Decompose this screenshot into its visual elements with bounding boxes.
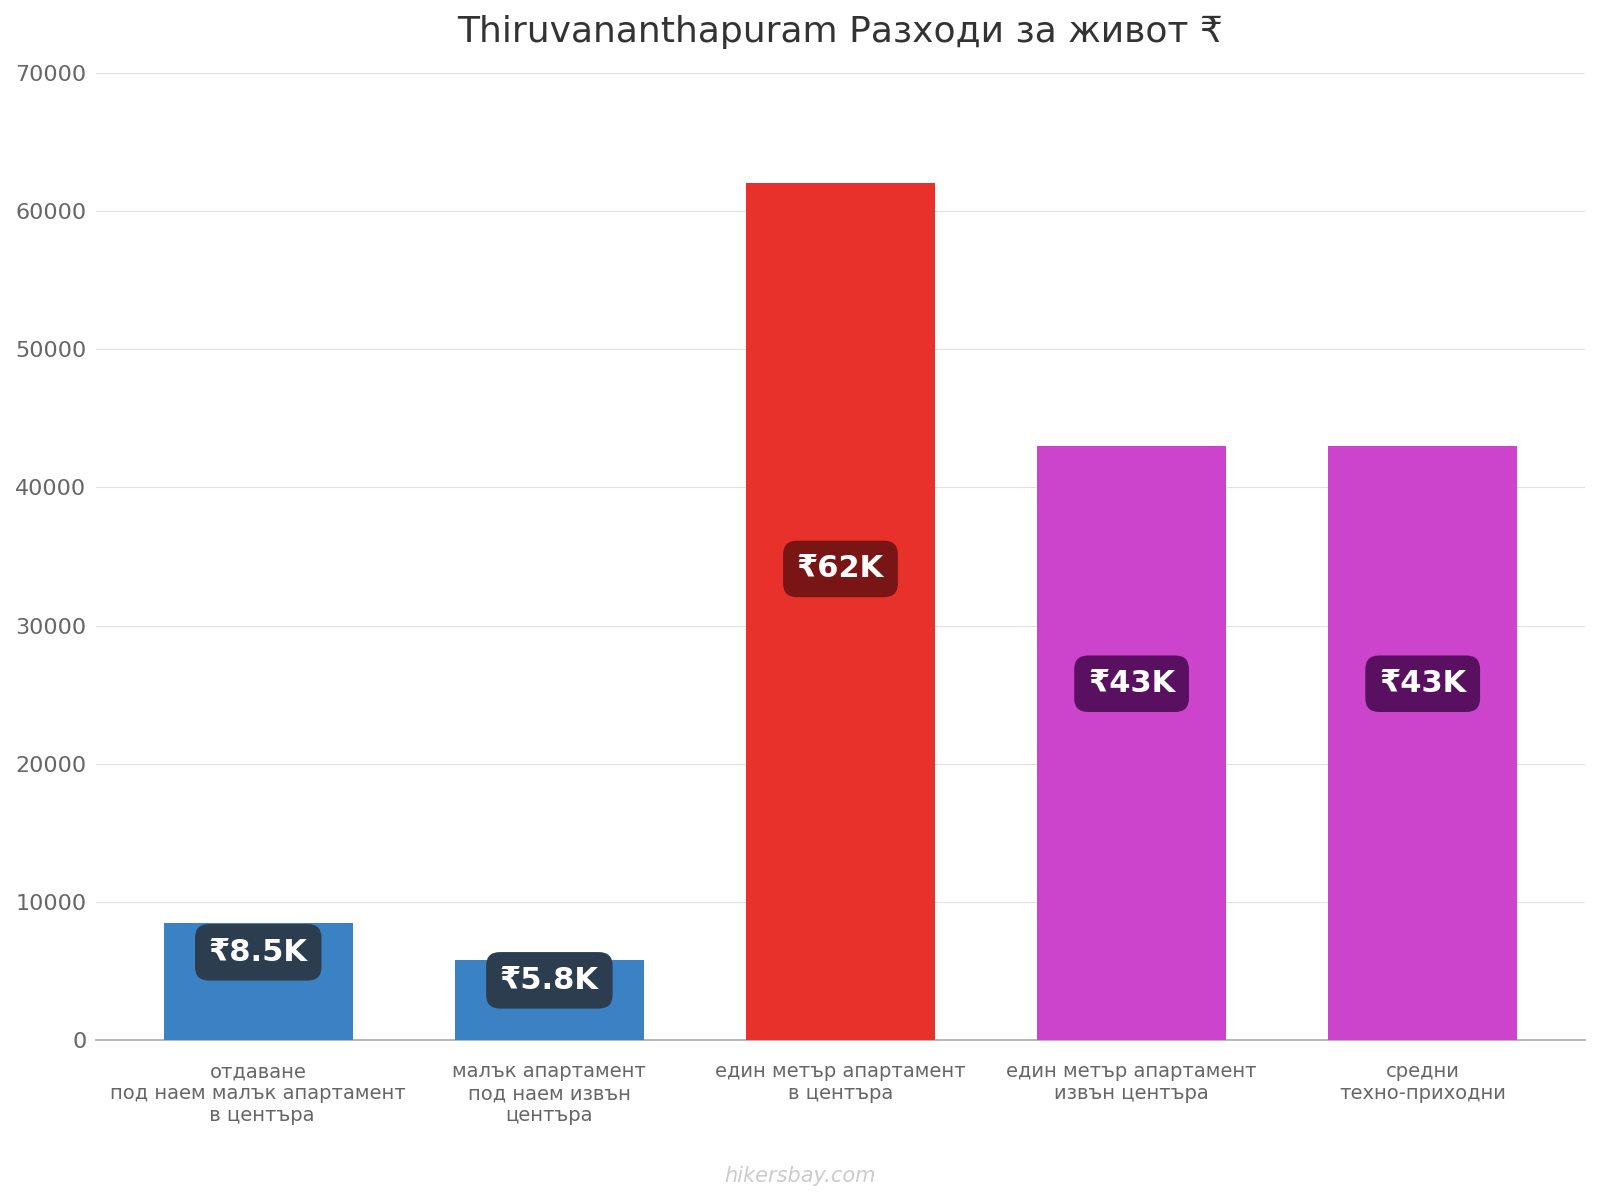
Title: Thiruvananthapuram Разходи за живот ₹: Thiruvananthapuram Разходи за живот ₹ <box>458 14 1224 49</box>
Text: ₹5.8K: ₹5.8K <box>499 966 598 995</box>
Bar <box>1328 446 1517 1040</box>
Bar <box>746 184 934 1040</box>
Text: hikersbay.com: hikersbay.com <box>725 1166 875 1186</box>
Text: ₹8.5K: ₹8.5K <box>208 938 307 967</box>
Bar <box>163 923 354 1040</box>
Text: ₹43K: ₹43K <box>1088 670 1176 698</box>
Bar <box>454 960 643 1040</box>
Text: ₹43K: ₹43K <box>1379 670 1466 698</box>
Bar <box>1037 446 1226 1040</box>
Text: ₹62K: ₹62K <box>797 554 885 583</box>
